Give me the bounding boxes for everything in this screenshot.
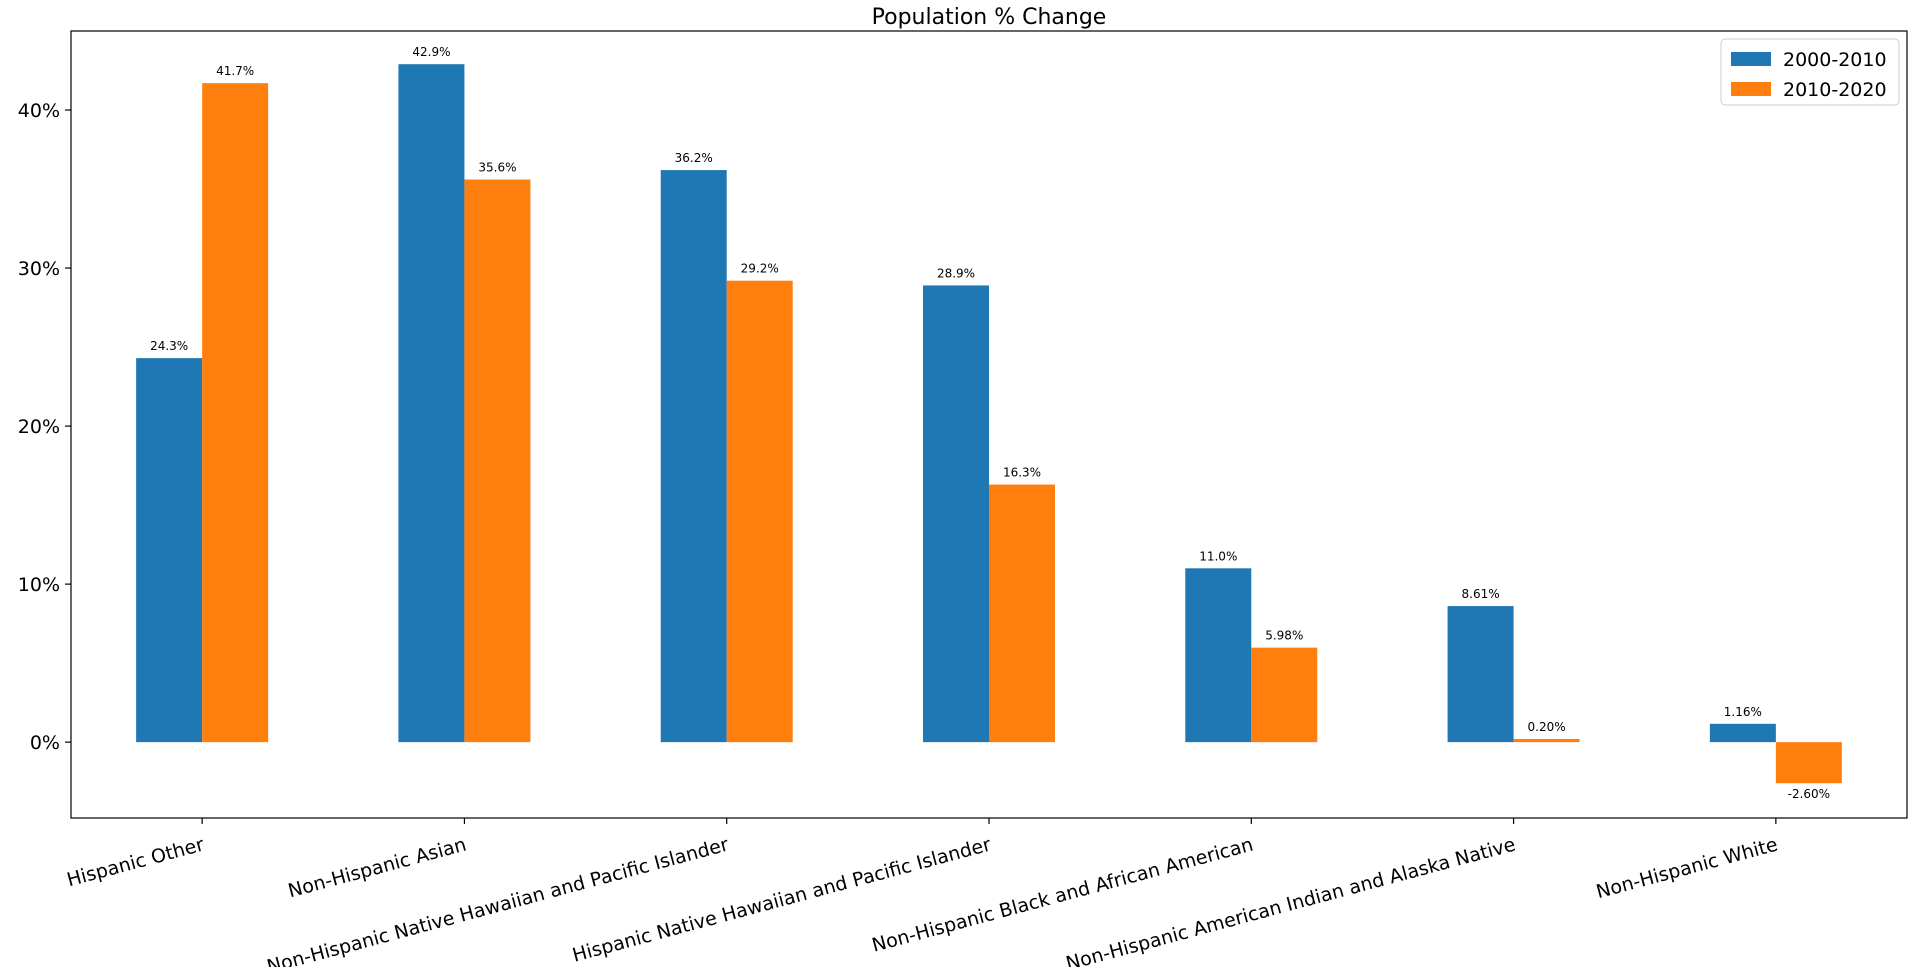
data-label: 35.6%	[478, 161, 516, 175]
data-label: 11.0%	[1199, 549, 1237, 563]
y-tick-label: 10%	[18, 574, 60, 596]
data-label: 1.16%	[1724, 705, 1762, 719]
bar	[1775, 742, 1842, 784]
bar	[989, 484, 1055, 743]
data-label: 28.9%	[937, 266, 975, 280]
y-tick-label: 0%	[30, 732, 60, 754]
chart-title: Population % Change	[872, 5, 1107, 30]
legend-label: 2010-2020	[1783, 79, 1887, 101]
legend-swatch	[1731, 82, 1771, 96]
bar	[1513, 738, 1580, 743]
data-label: 42.9%	[412, 45, 450, 59]
bar	[464, 179, 531, 743]
data-label: 5.98%	[1265, 629, 1303, 643]
data-label: 8.61%	[1462, 587, 1500, 601]
data-label: 36.2%	[675, 151, 713, 165]
y-tick-label: 30%	[18, 258, 60, 280]
bar	[1185, 568, 1252, 743]
x-tick-label: Non-Hispanic American Indian and Alaska …	[1064, 834, 1518, 967]
x-tick-label: Non-Hispanic Asian	[286, 834, 469, 903]
x-tick-label: Hispanic Native Hawaiian and Pacific Isl…	[570, 834, 993, 967]
y-axis: 0% 10% 20% 30% 40%	[18, 100, 71, 754]
data-label: 29.2%	[741, 262, 779, 276]
legend-label: 2000-2010	[1783, 49, 1887, 71]
bar	[1251, 647, 1318, 743]
bar	[923, 285, 989, 743]
y-tick-label: 40%	[18, 100, 60, 122]
bar	[726, 280, 793, 743]
legend: 2000-2010 2010-2020	[1720, 38, 1900, 106]
data-label: 24.3%	[150, 339, 188, 353]
bar	[398, 64, 465, 743]
y-tick-label: 20%	[18, 416, 60, 438]
x-tick-label: Non-Hispanic White	[1594, 834, 1780, 904]
bar	[1447, 606, 1514, 743]
data-labels-group: 24.3% 42.9% 36.2% 28.9% 11.0% 8.61% 1.16% 41.7%…	[150, 45, 1830, 801]
data-label: 16.3%	[1003, 466, 1041, 480]
legend-swatch	[1731, 52, 1771, 66]
bar	[660, 170, 727, 743]
bar	[1709, 723, 1776, 743]
data-label: 41.7%	[216, 64, 254, 78]
bars-group	[136, 64, 1842, 784]
x-axis: Hispanic Other Non-Hispanic AsianNon-Hisp…	[65, 818, 1780, 967]
x-tick-label: Hispanic Other	[65, 834, 207, 892]
data-label: 0.20%	[1528, 720, 1566, 734]
bar	[136, 358, 203, 743]
x-tick-label: Non-Hispanic Native Hawaiian and Pacific…	[265, 834, 732, 967]
data-label: -2.60%	[1788, 787, 1830, 801]
bar	[202, 83, 269, 743]
